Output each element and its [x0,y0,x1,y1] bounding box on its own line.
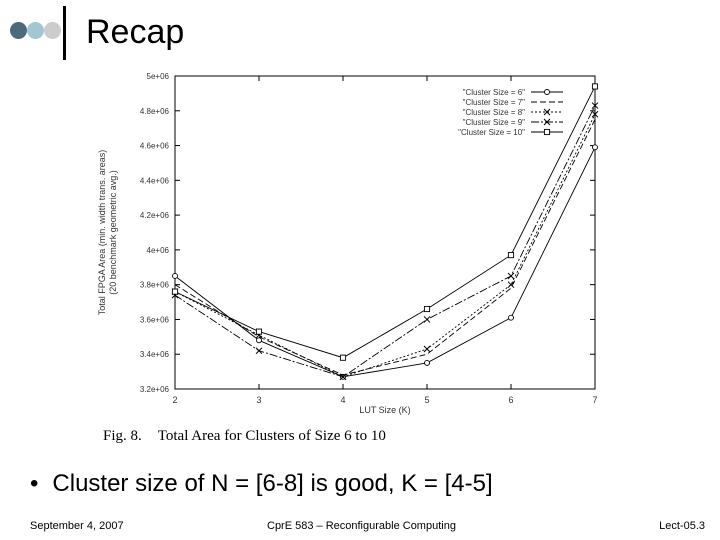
y-tick-label: 3.2e+06 [140,385,170,394]
header-divider [63,6,66,60]
series-5-point [255,328,263,335]
series-4-point [255,347,263,355]
y-tick-label: 4.2e+06 [140,211,170,220]
legend-label: "Cluster Size = 6" [463,88,526,97]
series-3-point [591,110,599,118]
series-1-point [508,314,514,321]
bullet-point: • Cluster size of N = [6-8] is good, K = … [30,470,493,498]
x-tick-label: 6 [508,395,513,405]
y-axis-label: Total FPGA Area (min. width trans. areas… [97,150,107,316]
series-5-point [339,354,347,361]
x-axis-label: LUT Size (K) [359,405,410,415]
series-5-point [507,252,515,259]
y-tick-label: 3.6e+06 [140,315,170,324]
y-tick-label: 4.8e+06 [140,107,170,116]
x-tick-label: 4 [340,395,345,405]
series-5-point [591,83,599,90]
footer-course: CprE 583 – Reconfigurable Computing [267,520,456,532]
series-4-point [423,316,431,323]
legend-label: "Cluster Size = 8" [463,108,526,117]
series-line-3 [174,114,596,378]
y-tick-label: 3.8e+06 [140,281,170,290]
footer-lecture: Lect-05.3 [659,520,705,532]
header-dot-1 [10,22,27,39]
y-tick-label: 4.4e+06 [140,176,170,185]
x-tick-label: 5 [424,395,429,405]
figure-caption: Fig. 8. Total Area for Clusters of Size 6… [103,428,386,445]
legend-label: "Cluster Size = 7" [463,98,526,107]
y-axis-label-secondary: (20 benchmark geometric avg.) [108,170,118,295]
series-line-4 [174,105,596,378]
header-dot-3 [44,22,61,39]
slide-title: Recap [86,13,185,51]
series-line-2 [174,119,596,376]
y-tick-label: 5e+06 [147,72,170,81]
bullet-marker: • [30,470,39,497]
series-5-point [171,288,179,295]
legend-marker [544,89,550,95]
figure-caption-text: Total Area for Clusters of Size 6 to 10 [157,428,386,444]
legend-label: "Cluster Size = 10" [458,128,525,137]
bullet-text: Cluster size of N = [6-8] is good, K = [… [52,470,493,497]
series-1-point [172,273,178,279]
legend-marker [543,128,551,136]
series-4-point [591,102,599,109]
series-1-point [256,337,262,344]
series-line-1 [174,147,596,378]
series-4-point [507,272,515,280]
legend-marker [543,108,551,116]
x-tick-label: 3 [256,395,261,405]
header-dot-2 [27,22,44,39]
series-3-point [507,281,515,289]
y-tick-label: 4e+06 [147,246,170,255]
line-chart: 3.2e+06 3.4e+06 3.6e+06 3.8e+06 4e+06 4.2e+06… [97,72,599,415]
series-1-point [592,144,598,151]
header-dots [10,22,62,42]
series-1-point [424,359,430,366]
footer-date: September 4, 2007 [30,520,124,532]
legend-label: "Cluster Size = 9" [463,118,526,127]
series-4-point [339,373,347,381]
series-3-point [423,345,431,353]
figure-caption-label: Fig. 8. [103,428,142,444]
x-tick-label: 7 [592,395,597,405]
series-line-5 [174,86,596,359]
x-tick-label: 2 [172,395,177,405]
y-tick-label: 3.4e+06 [140,350,170,359]
y-tick-label: 4.6e+06 [140,142,170,151]
series-5-point [423,305,431,313]
plot-frame [174,75,596,390]
legend-marker [543,118,551,126]
